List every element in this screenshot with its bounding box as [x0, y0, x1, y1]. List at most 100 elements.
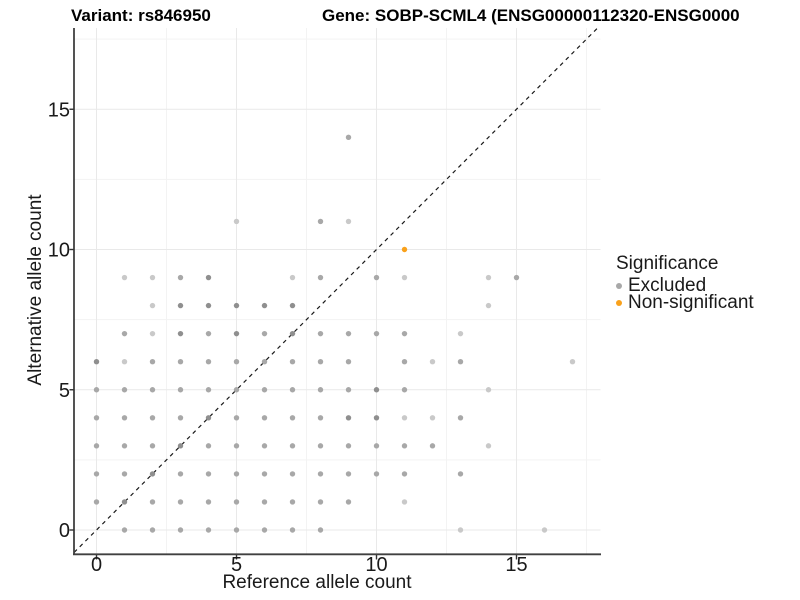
- x-axis-label: Reference allele count: [222, 572, 412, 593]
- data-point-excluded: [289, 330, 296, 337]
- data-point-excluded: [177, 499, 184, 505]
- data-point-excluded: [401, 443, 408, 449]
- data-point-excluded: [261, 527, 268, 533]
- data-point-excluded: [261, 387, 268, 393]
- data-point-excluded: [121, 274, 128, 281]
- data-point-excluded: [205, 527, 212, 533]
- x-tick-label: 15: [505, 554, 527, 576]
- data-point-excluded: [541, 527, 548, 533]
- data-point-excluded: [289, 302, 296, 309]
- data-point-excluded: [177, 387, 184, 393]
- data-point-excluded: [149, 330, 156, 337]
- data-point-excluded: [317, 359, 324, 365]
- data-point-excluded: [177, 302, 184, 309]
- data-point-excluded: [289, 471, 296, 477]
- data-point-excluded: [401, 499, 408, 505]
- data-point-excluded: [233, 443, 240, 449]
- data-point-excluded: [401, 359, 408, 365]
- data-point-excluded: [457, 330, 464, 337]
- data-point-excluded: [177, 274, 184, 281]
- data-point-excluded: [345, 387, 352, 393]
- data-point-excluded: [121, 387, 128, 393]
- data-point-excluded: [401, 415, 408, 421]
- data-point-excluded: [429, 415, 436, 421]
- data-point-excluded: [345, 134, 352, 140]
- data-point-excluded: [373, 330, 380, 337]
- data-point-excluded: [93, 359, 100, 365]
- plot-title-gene: Gene: SOBP-SCML4 (ENSG00000112320-ENSG00…: [322, 6, 740, 25]
- data-point-excluded: [205, 330, 212, 337]
- legend-item-non-significant: Non-significant: [616, 292, 754, 314]
- data-point-excluded: [205, 302, 212, 309]
- data-point-excluded: [205, 415, 212, 421]
- data-point-excluded: [345, 443, 352, 449]
- data-point-non-significant: [401, 246, 408, 253]
- data-point-excluded: [513, 274, 520, 281]
- data-point-excluded: [261, 415, 268, 421]
- data-point-excluded: [93, 443, 100, 449]
- data-point-excluded: [429, 443, 436, 449]
- data-point-excluded: [485, 443, 492, 449]
- data-point-excluded: [317, 527, 324, 533]
- data-point-excluded: [457, 527, 464, 533]
- data-point-excluded: [177, 359, 184, 365]
- data-point-excluded: [373, 274, 380, 281]
- data-point-excluded: [149, 359, 156, 365]
- data-point-excluded: [205, 443, 212, 449]
- data-point-excluded: [429, 359, 436, 365]
- data-point-excluded: [233, 330, 240, 337]
- data-point-excluded: [149, 471, 156, 477]
- data-point-excluded: [205, 274, 212, 281]
- data-point-excluded: [401, 387, 408, 393]
- data-point-excluded: [149, 302, 156, 309]
- data-point-excluded: [205, 471, 212, 477]
- data-point-excluded: [149, 274, 156, 281]
- data-point-excluded: [177, 415, 184, 421]
- legend-item-label: Non-significant: [628, 292, 754, 314]
- legend-item-label: Excluded: [628, 274, 707, 296]
- data-point-excluded: [317, 387, 324, 393]
- data-point-excluded: [289, 443, 296, 449]
- x-tick-label: 0: [91, 554, 102, 576]
- y-tick-label: 10: [48, 240, 70, 262]
- data-point-excluded: [233, 359, 240, 365]
- data-point-excluded: [121, 415, 128, 421]
- data-point-excluded: [345, 359, 352, 365]
- data-point-excluded: [485, 274, 492, 281]
- data-point-excluded: [485, 302, 492, 309]
- data-point-excluded: [373, 387, 380, 393]
- legend-title: Significance: [616, 253, 719, 274]
- data-point-excluded: [121, 527, 128, 533]
- data-point-excluded: [261, 471, 268, 477]
- data-point-excluded: [233, 471, 240, 477]
- data-point-excluded: [261, 359, 268, 365]
- data-point-excluded: [289, 359, 296, 365]
- data-point-excluded: [261, 443, 268, 449]
- data-point-excluded: [261, 330, 268, 337]
- data-point-excluded: [177, 443, 184, 449]
- data-point-excluded: [149, 387, 156, 393]
- data-point-excluded: [345, 499, 352, 505]
- data-point-excluded: [233, 415, 240, 421]
- data-point-excluded: [233, 387, 240, 393]
- data-point-excluded: [205, 387, 212, 393]
- data-point-excluded: [289, 527, 296, 533]
- data-point-excluded: [149, 415, 156, 421]
- data-point-excluded: [121, 471, 128, 477]
- data-point-excluded: [121, 443, 128, 449]
- data-point-excluded: [289, 274, 296, 281]
- data-point-excluded: [93, 499, 100, 505]
- data-point-excluded: [93, 415, 100, 421]
- data-point-excluded: [149, 443, 156, 449]
- data-point-excluded: [317, 471, 324, 477]
- legend: Significance Excluded Non-significant: [616, 253, 754, 314]
- data-point-excluded: [149, 499, 156, 505]
- data-point-excluded: [457, 359, 464, 365]
- data-point-excluded: [373, 443, 380, 449]
- data-point-excluded: [401, 274, 408, 281]
- data-point-excluded: [289, 387, 296, 393]
- data-point-excluded: [289, 499, 296, 505]
- data-point-excluded: [401, 330, 408, 337]
- data-point-excluded: [401, 471, 408, 477]
